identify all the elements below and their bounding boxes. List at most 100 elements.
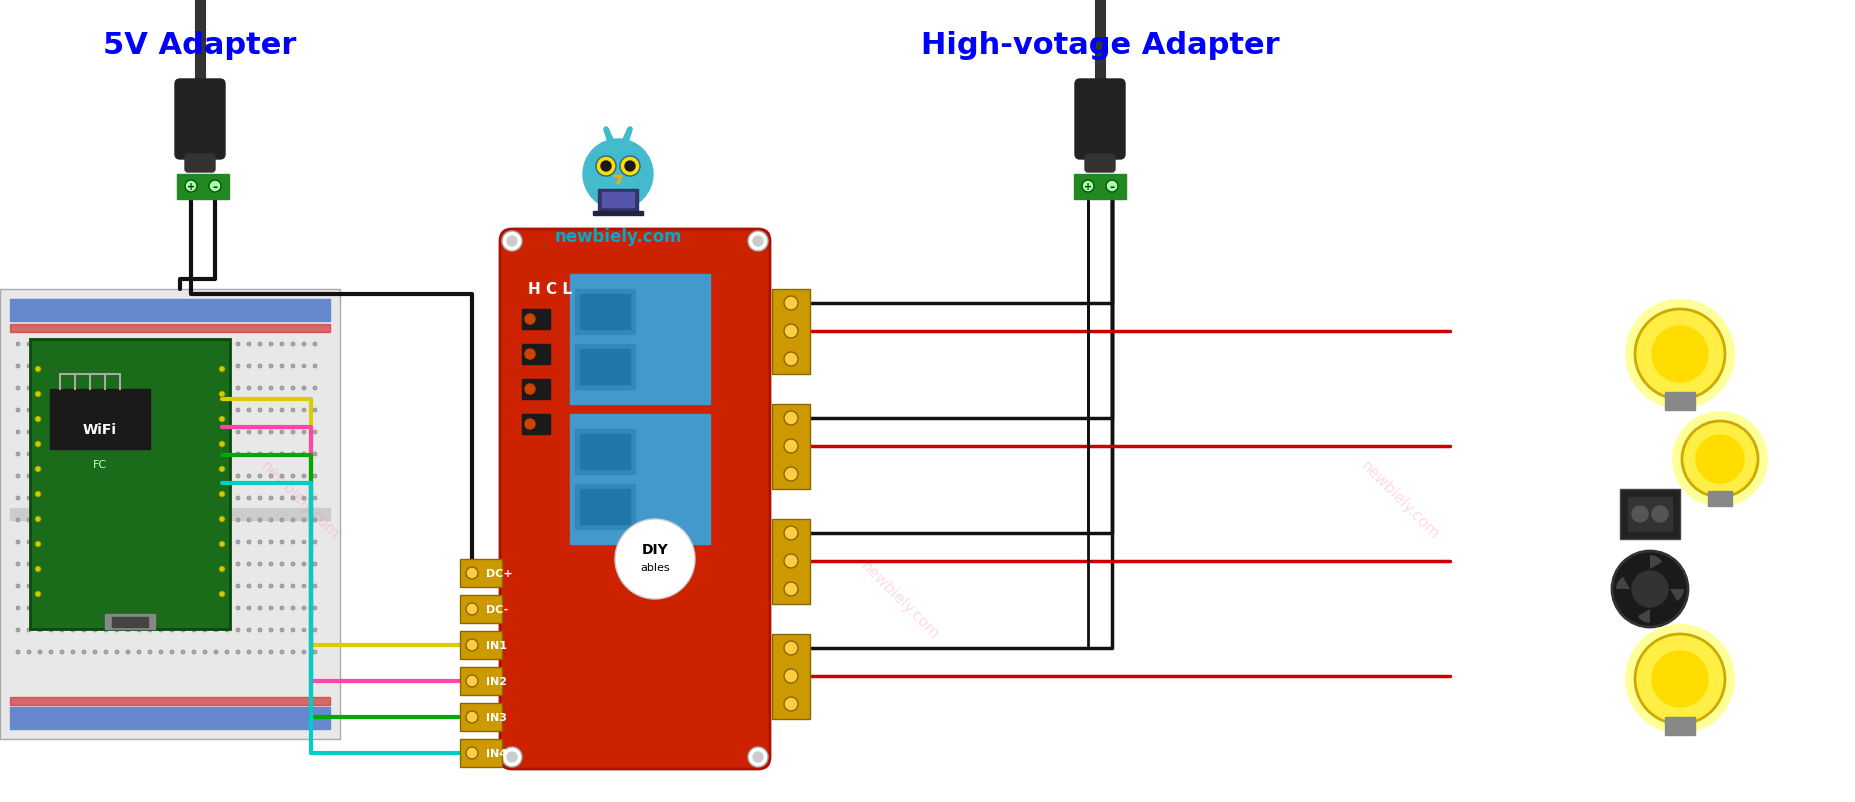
Circle shape bbox=[280, 518, 284, 522]
Circle shape bbox=[291, 562, 295, 566]
Circle shape bbox=[28, 342, 32, 346]
Circle shape bbox=[148, 628, 152, 632]
Circle shape bbox=[302, 628, 306, 632]
Circle shape bbox=[93, 408, 96, 412]
Circle shape bbox=[313, 475, 317, 479]
Circle shape bbox=[748, 747, 768, 767]
FancyBboxPatch shape bbox=[1074, 80, 1124, 160]
Circle shape bbox=[48, 562, 54, 566]
Circle shape bbox=[269, 518, 273, 522]
Circle shape bbox=[37, 628, 43, 632]
Circle shape bbox=[115, 387, 119, 391]
Circle shape bbox=[137, 496, 141, 500]
Circle shape bbox=[224, 628, 228, 632]
Circle shape bbox=[17, 606, 20, 610]
Circle shape bbox=[126, 650, 130, 654]
Circle shape bbox=[148, 606, 152, 610]
Circle shape bbox=[28, 650, 32, 654]
Circle shape bbox=[137, 606, 141, 610]
Circle shape bbox=[1612, 551, 1686, 627]
Circle shape bbox=[93, 431, 96, 435]
Circle shape bbox=[224, 541, 228, 545]
Circle shape bbox=[28, 408, 32, 412]
Wedge shape bbox=[1670, 589, 1682, 602]
Circle shape bbox=[17, 387, 20, 391]
Circle shape bbox=[148, 475, 152, 479]
Circle shape bbox=[280, 496, 284, 500]
Circle shape bbox=[302, 408, 306, 412]
Circle shape bbox=[182, 650, 186, 654]
Bar bbox=[579, 435, 629, 469]
Circle shape bbox=[614, 520, 694, 599]
Circle shape bbox=[148, 585, 152, 588]
Circle shape bbox=[466, 747, 479, 759]
Bar bbox=[594, 212, 642, 216]
Bar bbox=[575, 484, 634, 529]
Circle shape bbox=[302, 496, 306, 500]
Circle shape bbox=[171, 452, 174, 456]
Circle shape bbox=[137, 628, 141, 632]
Circle shape bbox=[236, 562, 239, 566]
Circle shape bbox=[59, 475, 63, 479]
Circle shape bbox=[182, 452, 186, 456]
Circle shape bbox=[280, 650, 284, 654]
Text: DIY: DIY bbox=[642, 542, 668, 557]
Circle shape bbox=[115, 342, 119, 346]
Circle shape bbox=[1695, 435, 1744, 484]
Circle shape bbox=[783, 297, 798, 310]
Circle shape bbox=[160, 408, 163, 412]
Bar bbox=[601, 192, 634, 208]
Circle shape bbox=[104, 342, 108, 346]
Circle shape bbox=[28, 475, 32, 479]
Bar bbox=[597, 190, 638, 212]
Circle shape bbox=[224, 518, 228, 522]
Circle shape bbox=[17, 562, 20, 566]
Circle shape bbox=[202, 541, 208, 545]
Circle shape bbox=[582, 140, 653, 210]
Circle shape bbox=[269, 628, 273, 632]
Circle shape bbox=[313, 628, 317, 632]
Circle shape bbox=[171, 365, 174, 369]
Circle shape bbox=[313, 518, 317, 522]
Circle shape bbox=[213, 518, 217, 522]
Circle shape bbox=[302, 475, 306, 479]
Circle shape bbox=[625, 162, 634, 172]
Circle shape bbox=[269, 408, 273, 412]
Circle shape bbox=[137, 541, 141, 545]
Circle shape bbox=[171, 650, 174, 654]
Circle shape bbox=[313, 606, 317, 610]
Circle shape bbox=[219, 541, 224, 547]
Circle shape bbox=[17, 585, 20, 588]
Circle shape bbox=[280, 342, 284, 346]
Circle shape bbox=[17, 365, 20, 369]
Circle shape bbox=[236, 518, 239, 522]
Circle shape bbox=[269, 342, 273, 346]
Circle shape bbox=[148, 387, 152, 391]
Circle shape bbox=[82, 452, 85, 456]
Circle shape bbox=[115, 452, 119, 456]
Circle shape bbox=[291, 387, 295, 391]
Circle shape bbox=[148, 518, 152, 522]
Circle shape bbox=[70, 387, 74, 391]
Circle shape bbox=[1671, 411, 1768, 508]
Bar bbox=[521, 379, 549, 399]
Circle shape bbox=[115, 606, 119, 610]
Circle shape bbox=[137, 387, 141, 391]
Circle shape bbox=[70, 585, 74, 588]
Circle shape bbox=[126, 431, 130, 435]
FancyBboxPatch shape bbox=[1085, 155, 1115, 172]
Circle shape bbox=[182, 496, 186, 500]
Circle shape bbox=[28, 585, 32, 588]
Text: newbiely.com: newbiely.com bbox=[857, 557, 942, 642]
Circle shape bbox=[70, 606, 74, 610]
Circle shape bbox=[48, 342, 54, 346]
Circle shape bbox=[269, 562, 273, 566]
Circle shape bbox=[236, 606, 239, 610]
Circle shape bbox=[148, 650, 152, 654]
Circle shape bbox=[525, 384, 534, 395]
Circle shape bbox=[313, 365, 317, 369]
Circle shape bbox=[48, 628, 54, 632]
Circle shape bbox=[35, 541, 41, 547]
Circle shape bbox=[236, 387, 239, 391]
Circle shape bbox=[466, 711, 479, 723]
